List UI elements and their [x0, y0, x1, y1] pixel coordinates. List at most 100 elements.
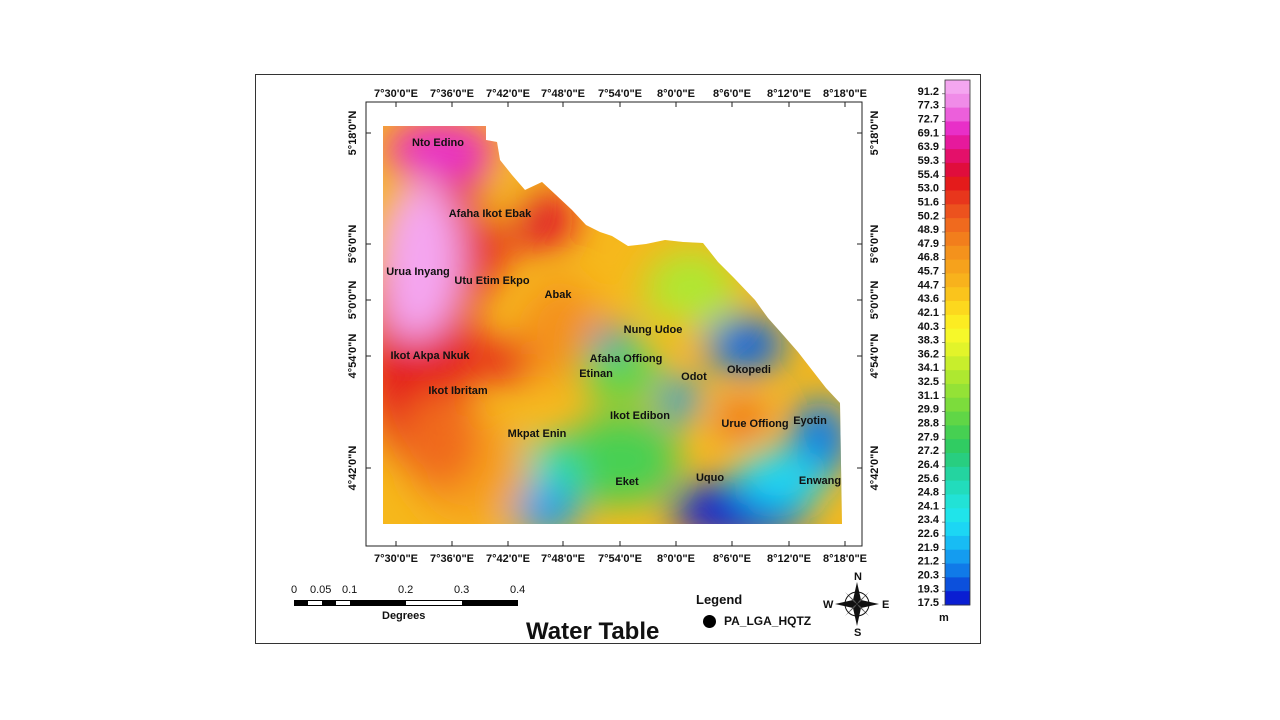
colorbar-swatch	[945, 342, 970, 357]
x-tick-label-top: 8°0'0"E	[657, 88, 695, 100]
x-tick-label-top: 8°6'0"E	[713, 88, 751, 100]
place-label: Afaha Ikot Ebak	[449, 208, 532, 220]
scale-label-4: 0.3	[454, 584, 470, 596]
colorbar-label: 36.2	[918, 348, 939, 360]
colorbar-label: 59.3	[918, 155, 939, 167]
place-label: Abak	[545, 289, 573, 301]
colorbar-swatch	[945, 121, 970, 136]
colorbar-label: 31.1	[918, 390, 939, 402]
scale-unit: Degrees	[382, 610, 426, 622]
x-tick-label-bottom: 7°36'0"E	[430, 553, 474, 565]
colorbar-label: 17.5	[918, 597, 939, 609]
place-label: Odot	[681, 371, 707, 383]
colorbar-swatch	[945, 494, 970, 509]
y-tick-label-right: 5°6'0"N	[869, 225, 881, 264]
compass-s: S	[854, 627, 861, 639]
colorbar-label: 72.7	[918, 114, 939, 126]
colorbar-swatch	[945, 107, 970, 122]
colorbar-swatch	[945, 176, 970, 191]
colorbar-swatch	[945, 356, 970, 371]
colorbar-swatch	[945, 135, 970, 150]
map-title: Water Table	[526, 618, 660, 645]
x-tick-label-top: 8°12'0"E	[767, 88, 811, 100]
colorbar-label: 91.2	[918, 86, 939, 98]
colorbar-swatch	[945, 577, 970, 592]
compass-n: N	[854, 571, 862, 583]
y-tick-label-right: 5°18'0"N	[869, 111, 881, 156]
colorbar-label: 20.3	[918, 569, 939, 581]
colorbar-label: 27.9	[918, 431, 939, 443]
colorbar-swatch	[945, 259, 970, 274]
colorbar-swatch	[945, 162, 970, 178]
place-label: Etinan	[579, 368, 613, 380]
y-tick-label-right: 4°54'0"N	[869, 334, 881, 379]
colorbar-label: 38.3	[918, 335, 939, 347]
colorbar-swatch	[945, 466, 970, 482]
y-tick-label-left: 5°0'0"N	[347, 281, 359, 320]
compass-rose-icon: N S E W	[823, 571, 889, 639]
place-label: Urua Inyang	[386, 266, 450, 278]
scale-label-0: 0	[291, 584, 298, 596]
place-label: Okopedi	[727, 364, 771, 376]
colorbar-swatch	[945, 480, 970, 495]
colorbar: 91.2 77.3 72.769.1 63.9 59.3 55.4 53.051.6 50.2…	[918, 79, 971, 609]
place-label: Ikot Ibritam	[428, 385, 488, 397]
place-label: Mkpat Enin	[508, 428, 567, 440]
place-labels: Nto Edino Afaha Ikot Ebak Urua Inyang Utu E…	[386, 137, 841, 488]
x-tick-label-bottom: 7°48'0"E	[541, 553, 585, 565]
colorbar-swatch	[945, 563, 970, 578]
colorbar-swatch	[945, 190, 970, 205]
colorbar-label: 69.1	[918, 127, 939, 139]
colorbar-label: 40.3	[918, 321, 939, 333]
colorbar-swatch	[945, 591, 970, 606]
scale-label-1: 0.05	[310, 584, 332, 596]
x-tick-label-top: 7°54'0"E	[598, 88, 642, 100]
legend-item: PA_LGA_HQTZ	[703, 614, 811, 628]
colorbar-label: 77.3	[918, 100, 939, 112]
colorbar-swatch	[945, 370, 970, 385]
colorbar-swatch	[945, 204, 970, 219]
colorbar-swatch	[945, 245, 970, 261]
place-label: Nto Edino	[412, 137, 464, 149]
x-tick-label-top: 7°30'0"E	[374, 88, 418, 100]
colorbar-label: 45.7	[918, 266, 939, 278]
place-label: Enwang	[799, 475, 841, 487]
colorbar-label: 48.9	[918, 224, 939, 236]
colorbar-swatch	[945, 439, 970, 454]
colorbar-swatch	[945, 508, 970, 523]
legend-heading: Legend	[696, 592, 743, 607]
colorbar-label: 28.8	[918, 417, 939, 429]
colorbar-label: 25.6	[918, 473, 939, 485]
y-tick-label-left: 4°54'0"N	[347, 334, 359, 379]
legend-item-label: PA_LGA_HQTZ	[724, 614, 812, 628]
colorbar-swatch	[945, 287, 970, 302]
scale-bar	[294, 600, 518, 606]
colorbar-label: 19.3	[918, 583, 939, 595]
colorbar-label: 43.6	[918, 293, 939, 305]
colorbar-swatch	[945, 549, 970, 564]
colorbar-label: 24.8	[918, 487, 939, 499]
colorbar-label: 42.1	[918, 307, 939, 319]
x-tick-label-bottom: 7°54'0"E	[598, 553, 642, 565]
colorbar-label: 27.2	[918, 445, 939, 457]
y-tick-label-left: 5°18'0"N	[347, 111, 359, 156]
colorbar-swatch	[945, 411, 970, 426]
colorbar-unit: m	[939, 612, 949, 624]
colorbar-label: 63.9	[918, 141, 939, 153]
point-marker-icon	[703, 614, 716, 628]
colorbar-swatch	[945, 93, 970, 109]
water-table-surface	[383, 126, 842, 524]
colorbar-swatch	[945, 397, 970, 412]
colorbar-label: 34.1	[918, 362, 939, 374]
map-plot-border	[365, 101, 863, 547]
y-tick-label-right: 5°0'0"N	[869, 281, 881, 320]
place-label: Nung Udoe	[624, 324, 683, 336]
axis-tick-labels: 7°30'0"E 7°30'0"E 7°36'0"E 7°36'0"E 7°42'0"E…	[347, 88, 881, 565]
colorbar-label: 50.2	[918, 210, 939, 222]
colorbar-label: 44.7	[918, 279, 939, 291]
compass-w: W	[823, 599, 834, 611]
place-label: Afaha Offiong	[590, 353, 663, 365]
place-label: Urue Offiong	[721, 418, 788, 430]
compass-e: E	[882, 599, 889, 611]
colorbar-swatch	[945, 314, 970, 330]
